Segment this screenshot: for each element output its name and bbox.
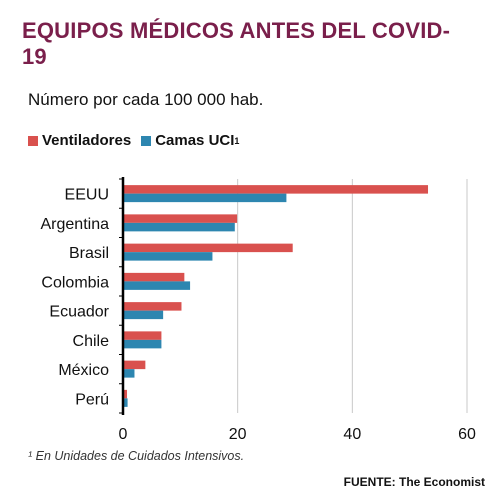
legend-swatch-camas-uci [141, 135, 152, 146]
bar-camas-uci [123, 222, 235, 232]
bar-camas-uci [123, 193, 287, 203]
legend-label-ventiladores: Ventiladores [42, 132, 132, 149]
bar-camas-uci [123, 398, 128, 407]
bar-ventiladores [123, 389, 128, 399]
bar-ventiladores [123, 272, 185, 282]
bar-ventiladores [123, 302, 182, 311]
bar-camas-uci [123, 339, 162, 349]
chart-subtitle: Número por cada 100 000 hab. [28, 90, 264, 109]
legend: Ventiladores Camas UCI 1 [28, 132, 249, 149]
legend-label-camas-uci: Camas UCI [155, 132, 235, 149]
bar-camas-uci [123, 369, 135, 378]
bar-ventiladores [123, 331, 162, 340]
category-label: Ecuador [49, 304, 109, 321]
x-tick-label: 60 [458, 426, 476, 443]
x-tick-label: 40 [343, 426, 361, 443]
category-label: Perú [75, 391, 109, 408]
legend-item-ventiladores: Ventiladores [28, 132, 131, 149]
footnote: ¹ En Unidades de Cuidados Intensivos. [28, 449, 245, 463]
bar-camas-uci [123, 310, 164, 320]
category-label: Colombia [41, 274, 109, 291]
bar-ventiladores [123, 185, 429, 194]
bar-camas-uci [123, 252, 213, 261]
bar-ventiladores [123, 214, 238, 223]
category-label: Argentina [41, 216, 110, 233]
source-credit: FUENTE: The Economist [343, 475, 485, 489]
x-tick-label: 20 [229, 426, 247, 443]
category-label: Chile [73, 333, 110, 350]
category-label: EEUU [65, 187, 109, 204]
bar-ventiladores [123, 360, 146, 370]
category-label: Brasil [69, 245, 109, 262]
legend-item-camas-uci: Camas UCI 1 [141, 132, 239, 149]
bar-camas-uci [123, 281, 191, 290]
chart-title: EQUIPOS MÉDICOS ANTES DEL COVID-19 [22, 18, 451, 69]
legend-swatch-ventiladores [28, 135, 38, 146]
x-tick-label: 0 [119, 426, 128, 443]
legend-footnote-mark: 1 [234, 135, 240, 146]
category-label: México [58, 362, 109, 379]
bar-ventiladores [123, 243, 293, 253]
